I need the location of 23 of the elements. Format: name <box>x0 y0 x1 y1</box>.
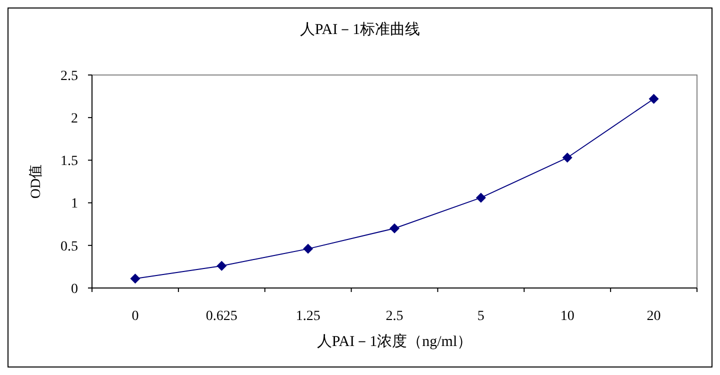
y-tick-label: 1 <box>71 196 78 212</box>
y-tick-label: 2.5 <box>60 68 78 84</box>
point <box>130 274 140 284</box>
x-tick-label: 20 <box>646 309 661 324</box>
point <box>303 244 314 254</box>
y-tick-label: 0.5 <box>60 239 78 254</box>
x-tick-label: 1.25 <box>296 309 320 324</box>
x-axis-title: 人PAI－1浓度（ng/ml） <box>316 333 472 350</box>
point <box>216 260 227 271</box>
y-tick-label: 1.5 <box>60 154 78 170</box>
point <box>648 94 659 104</box>
point <box>476 192 486 203</box>
y-axis-title: OD值 <box>28 164 44 199</box>
x-tick-label: 0.625 <box>206 309 238 324</box>
y-tick-label: 0 <box>71 282 78 297</box>
x-tick-label: 2.5 <box>386 309 404 324</box>
x-tick-label: 10 <box>560 309 574 324</box>
x-tick-label: 0 <box>132 309 139 324</box>
x-tick-label: 5 <box>477 309 484 324</box>
point <box>562 152 572 163</box>
chart-title: 人PAI－1标准曲线 <box>300 21 420 38</box>
y-tick-label: 2 <box>71 112 78 126</box>
point <box>390 223 400 234</box>
